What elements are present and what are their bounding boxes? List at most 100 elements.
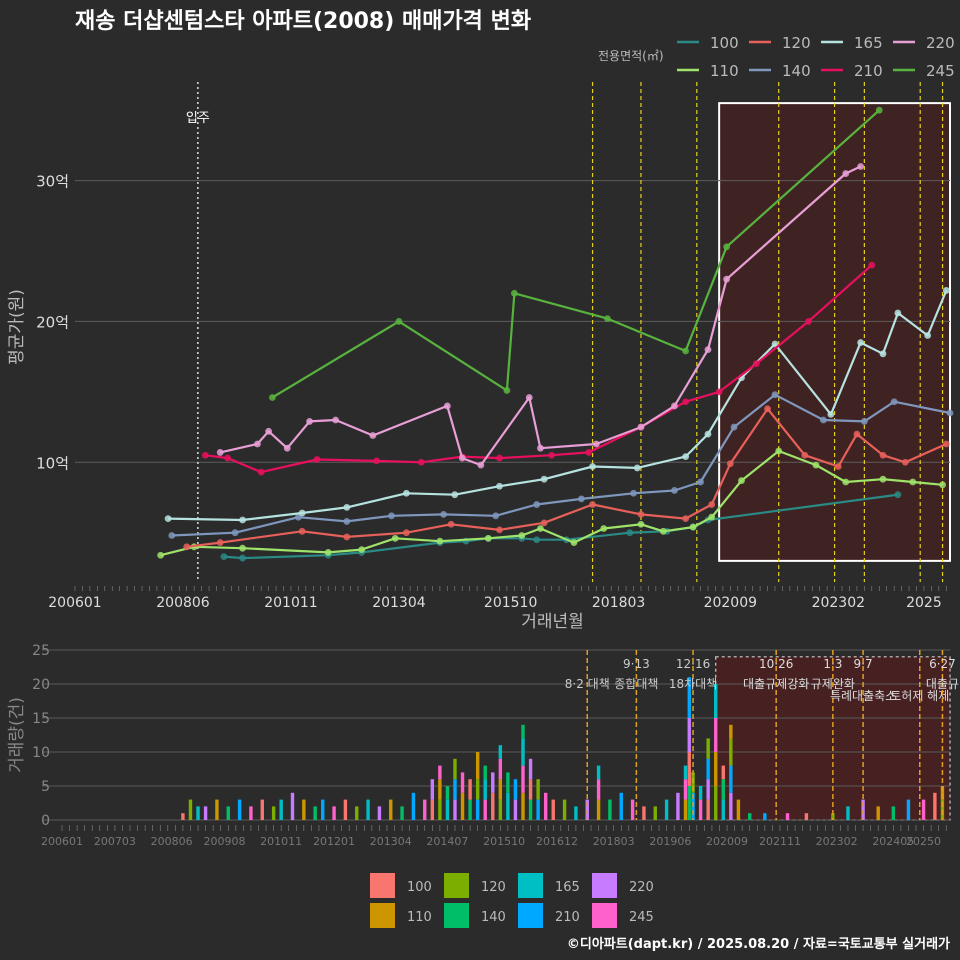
volume-bar	[551, 799, 555, 820]
volume-bar	[498, 779, 503, 800]
volume-bar	[506, 772, 510, 793]
volume-bar	[642, 806, 646, 820]
data-point-165	[924, 332, 932, 339]
volume-bar	[279, 799, 283, 820]
data-point-120	[708, 501, 716, 508]
x-tick-label: 2025	[906, 595, 942, 611]
volume-bar	[596, 799, 601, 820]
volume-bar	[698, 786, 703, 800]
data-point-140	[577, 495, 585, 503]
volume-bar	[562, 799, 567, 820]
data-point-100	[220, 553, 228, 561]
volume-bar	[574, 806, 578, 820]
data-point-140	[860, 418, 868, 425]
legend-label: 220	[629, 880, 654, 895]
volume-bar	[445, 799, 450, 820]
data-point-165	[857, 339, 865, 346]
x-axis-title: 거래년월	[521, 612, 584, 632]
data-point-140	[231, 529, 239, 537]
data-point-120	[853, 430, 861, 438]
data-point-110	[939, 481, 946, 489]
data-point-140	[492, 512, 500, 520]
volume-bar	[921, 799, 926, 820]
data-point-110	[484, 534, 492, 542]
policy-date: 12·16	[676, 657, 710, 671]
data-point-220	[537, 444, 544, 452]
volume-bar	[706, 758, 710, 780]
volume-bar	[438, 779, 442, 800]
data-point-110	[239, 544, 246, 552]
series-line-245	[271, 109, 881, 399]
legend-swatch	[370, 873, 395, 898]
volume-bar	[619, 792, 623, 820]
volume-bar	[721, 779, 725, 800]
volume-bar	[483, 779, 487, 800]
data-point-110	[537, 525, 544, 532]
legend-label: 120	[481, 880, 506, 895]
chart-title: 재송 더샵센텀스타 아파트(2008) 매매가격 변화	[75, 9, 531, 34]
data-point-220	[265, 427, 273, 435]
volume-bar	[513, 799, 518, 820]
policy-date: 9·13	[623, 657, 650, 671]
volume-bar	[196, 806, 200, 820]
legend-top-title: 전용면적(㎡)	[598, 49, 664, 63]
bar-x-tick-label: 202009	[706, 835, 748, 848]
data-point-220	[458, 454, 466, 462]
volume-chart: 0 5 10 15 20 25 200601 200703 200806 200908 201011…	[7, 643, 959, 848]
bar-y-tick-label: 15	[32, 711, 50, 727]
policy-date: 9·7	[854, 657, 873, 671]
volume-bar	[706, 738, 710, 759]
data-point-245	[395, 318, 403, 325]
legend-label: 220	[926, 34, 955, 52]
data-point-140	[771, 391, 779, 399]
data-point-165	[771, 340, 779, 348]
data-point-120	[540, 519, 548, 527]
data-point-165	[343, 503, 351, 511]
legend-label: 120	[782, 34, 811, 52]
bar-x-tick-label: 201304	[370, 835, 412, 848]
data-point-245	[503, 387, 511, 394]
data-point-120	[764, 405, 771, 413]
data-point-140	[630, 489, 637, 497]
data-point-110	[637, 520, 645, 528]
policy-date: 6·27	[929, 657, 956, 671]
data-point-110	[775, 447, 783, 455]
data-point-210	[548, 451, 555, 459]
bar-x-tick-label: 201510	[483, 835, 525, 848]
bar-y-tick-label: 25	[32, 643, 50, 659]
volume-bar	[729, 738, 733, 766]
volume-bar	[687, 677, 691, 718]
legend-top: 전용면적(㎡) 100 120 165 220 110 140 210 245	[598, 34, 955, 80]
legend-label: 140	[481, 910, 506, 925]
volume-bar	[498, 799, 503, 820]
data-point-210	[417, 458, 425, 466]
data-point-165	[827, 410, 835, 418]
volume-bar	[664, 799, 669, 820]
data-point-110	[909, 478, 917, 486]
volume-bar	[491, 772, 495, 793]
data-point-140	[440, 510, 448, 518]
volume-bar	[498, 758, 503, 780]
data-point-245	[682, 347, 690, 355]
bar-x-tick-label: 20250	[906, 835, 941, 848]
volume-bar	[498, 745, 503, 759]
volume-bar	[491, 792, 495, 820]
volume-bar	[321, 799, 325, 820]
data-point-220	[671, 402, 678, 410]
data-point-140	[697, 478, 704, 486]
volume-bar	[543, 792, 548, 820]
data-point-110	[708, 513, 716, 521]
volume-bar	[460, 772, 465, 793]
data-point-140	[890, 398, 898, 406]
bar-y-tick-label: 20	[32, 677, 50, 693]
volume-bar	[445, 786, 450, 800]
data-point-210	[257, 468, 265, 476]
policy-name: 대출규제강화	[743, 677, 809, 691]
policy-name: 규제완화	[811, 677, 855, 691]
bar-x-tick-label: 200601	[41, 835, 83, 848]
data-point-120	[447, 520, 455, 528]
data-point-140	[388, 512, 395, 520]
volume-bar	[729, 792, 733, 820]
x-tick-label: 201803	[592, 595, 645, 611]
data-point-120	[801, 451, 809, 459]
